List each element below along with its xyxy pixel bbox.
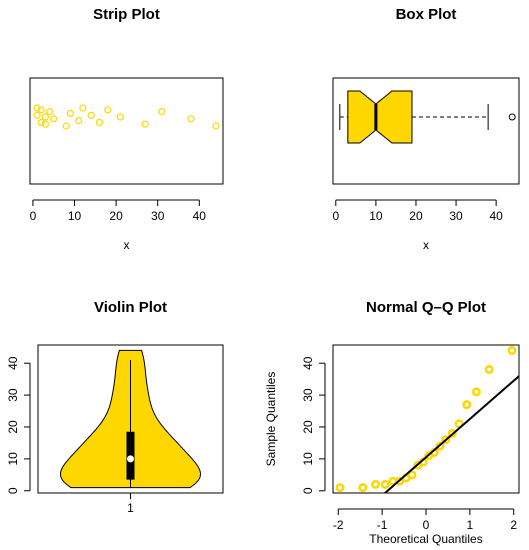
x-axis-label: x bbox=[423, 238, 429, 252]
chart-title: Violin Plot bbox=[94, 299, 167, 316]
x-tick-label: -1 bbox=[377, 518, 388, 532]
qq-point bbox=[435, 441, 445, 451]
qq-point bbox=[484, 365, 494, 375]
strip-point bbox=[141, 120, 149, 128]
strip-point bbox=[37, 106, 45, 114]
y-tick-label: 30 bbox=[301, 388, 315, 402]
qq-point bbox=[462, 400, 472, 410]
qq-point bbox=[454, 419, 464, 429]
qq-point bbox=[395, 476, 405, 486]
x-tick-label: 10 bbox=[68, 209, 82, 223]
box bbox=[347, 90, 413, 144]
qq-point bbox=[471, 387, 481, 397]
strip-point bbox=[33, 111, 41, 119]
x-axis-label: x bbox=[124, 238, 130, 252]
plot-frame bbox=[29, 77, 224, 185]
x-tick-label: 30 bbox=[449, 209, 463, 223]
y-tick-label: 40 bbox=[301, 356, 315, 370]
y-axis-label: Sample Quantiles bbox=[264, 372, 278, 467]
qq-point bbox=[371, 479, 381, 489]
qq-point bbox=[507, 345, 517, 355]
strip-point bbox=[45, 107, 54, 116]
x-tick-label: 1 bbox=[127, 501, 134, 515]
qq-point bbox=[335, 483, 345, 493]
strip-point bbox=[104, 106, 112, 114]
reference-line bbox=[383, 375, 519, 493]
qq-point bbox=[407, 470, 417, 480]
strip-point bbox=[187, 115, 195, 123]
y-tick-label: 30 bbox=[6, 388, 20, 402]
x-tick-label: 0 bbox=[30, 209, 37, 223]
x-tick-label: 20 bbox=[409, 209, 423, 223]
y-tick-label: 10 bbox=[301, 452, 315, 466]
x-tick-label: 1 bbox=[467, 518, 474, 532]
strip-point bbox=[95, 118, 104, 127]
chart-title: Normal Q–Q Plot bbox=[366, 299, 486, 316]
qq-point bbox=[380, 479, 390, 489]
strip-point bbox=[41, 120, 49, 128]
y-tick-label: 20 bbox=[6, 420, 20, 434]
x-tick-label: 0 bbox=[332, 209, 339, 223]
chart-title: Strip Plot bbox=[93, 6, 160, 23]
strip-point bbox=[50, 115, 58, 123]
outlier bbox=[508, 113, 516, 121]
x-axis-label: Theoretical Quantiles bbox=[369, 532, 482, 546]
strip-point bbox=[66, 109, 74, 118]
x-tick-label: 20 bbox=[109, 209, 123, 223]
x-tick-label: 2 bbox=[510, 518, 517, 532]
y-tick-label: 0 bbox=[6, 487, 20, 494]
strip-point bbox=[75, 116, 83, 125]
qq-point bbox=[441, 435, 451, 445]
strip-point bbox=[41, 113, 49, 121]
plot-frame bbox=[332, 77, 520, 185]
x-tick-label: -2 bbox=[333, 518, 344, 532]
strip-point bbox=[212, 122, 220, 130]
strip-point bbox=[87, 111, 95, 119]
strip-point bbox=[33, 104, 41, 112]
strip-point bbox=[62, 122, 70, 130]
y-tick-label: 10 bbox=[6, 452, 20, 466]
median bbox=[127, 455, 134, 463]
x-tick-label: 10 bbox=[369, 209, 383, 223]
x-tick-label: 0 bbox=[423, 518, 430, 532]
strip-point bbox=[158, 107, 166, 116]
x-tick-label: 40 bbox=[489, 209, 503, 223]
strip-point bbox=[116, 113, 124, 121]
qq-point bbox=[447, 428, 457, 438]
y-tick-label: 40 bbox=[6, 356, 20, 370]
x-tick-label: 30 bbox=[151, 209, 165, 223]
chart-title: Box Plot bbox=[396, 6, 457, 23]
plot-frame bbox=[332, 344, 520, 494]
qq-point bbox=[358, 483, 368, 493]
x-tick-label: 40 bbox=[193, 209, 207, 223]
strip-point bbox=[37, 118, 45, 127]
strip-point bbox=[79, 104, 87, 112]
y-tick-label: 0 bbox=[301, 487, 315, 494]
y-tick-label: 20 bbox=[301, 420, 315, 434]
